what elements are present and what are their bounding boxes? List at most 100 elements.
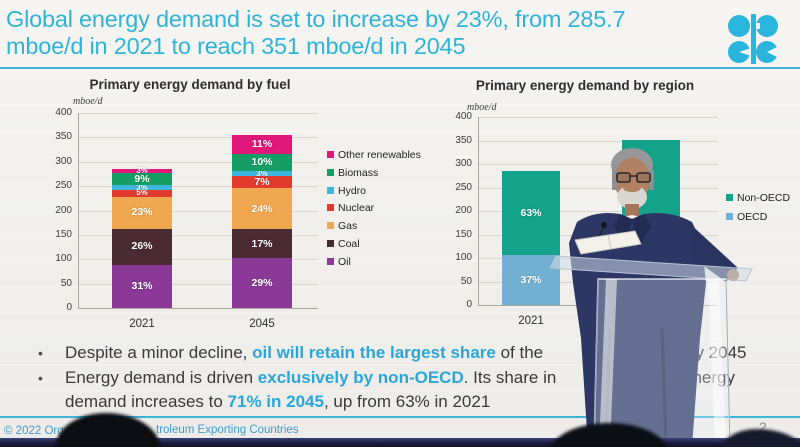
y-tick-label: 100 (455, 252, 472, 263)
legend-item: Biomass (327, 166, 427, 179)
legend-label: Biomass (338, 166, 379, 179)
x-category-label: 2021 (129, 318, 155, 330)
bar-segment (232, 188, 292, 230)
legend-swatch (726, 194, 733, 201)
bullet-2-highlight: exclusively by non-OECD (257, 368, 464, 387)
bar-segment (232, 229, 292, 259)
bar-segment-label: 63% (520, 206, 542, 219)
bar-segment (112, 228, 172, 265)
x-category-label: 2021 (518, 315, 544, 327)
bar-segment (112, 185, 172, 190)
bullet-2: Energy demand is driven exclusively by n… (65, 368, 556, 388)
chart-primary-energy-by-region: Primary energy demand by region mboe/d 0… (430, 78, 800, 330)
y-axis-line (478, 117, 479, 305)
bar-segment (232, 171, 292, 177)
opec-logo-icon (728, 14, 779, 64)
bar-segment (232, 135, 292, 154)
y-tick-label: 200 (55, 204, 72, 216)
y-axis-unit: mboe/d (467, 102, 497, 113)
y-axis-unit: mboe/d (73, 96, 103, 107)
audience-head-silhouette (56, 413, 160, 447)
bar-segment-label: 11% (251, 138, 273, 151)
x-axis-line (78, 308, 318, 309)
bar-segment-label: 7% (254, 175, 270, 188)
stage-edge (0, 438, 800, 447)
gridline (78, 186, 318, 188)
footer-divider (0, 416, 800, 418)
legend-swatch (327, 168, 334, 176)
gridline (78, 210, 318, 212)
bullet-marker: • (38, 345, 43, 361)
bar-segment (112, 168, 172, 173)
bullet-1-highlight: oil will retain the largest share (252, 343, 496, 362)
legend-swatch (327, 257, 334, 265)
chart-title: Primary energy demand by fuel (89, 77, 291, 92)
y-tick-label: 50 (60, 277, 72, 289)
legend-swatch (327, 204, 334, 212)
gridline (78, 137, 318, 139)
legend-swatch (327, 222, 334, 230)
bar-segment (622, 257, 680, 305)
chart-primary-energy-by-fuel: Primary energy demand by fuel mboe/d 0 50… (40, 75, 430, 333)
footer-copyright-suffix: troleum Exporting Countries (156, 424, 299, 436)
y-axis-line (78, 113, 79, 308)
gridline (478, 211, 718, 212)
legend-item: Nuclear (327, 202, 427, 214)
legend-item: Coal (327, 238, 427, 250)
legend-item: Hydro (327, 185, 427, 197)
y-tick-label: 300 (55, 155, 72, 167)
y-tick-label: 350 (455, 134, 472, 146)
page-title-line1: Global energy demand is set to increase … (6, 6, 626, 32)
y-tick-label: 350 (55, 131, 72, 143)
bullet-3-text: demand increases to (65, 392, 228, 411)
legend-label: Oil (338, 255, 351, 268)
legend-swatch (327, 186, 334, 194)
bar-segment-label: 3% (256, 168, 268, 178)
y-tick-label: 100 (55, 253, 72, 265)
gridline (478, 187, 718, 189)
bar-segment (112, 264, 172, 308)
bar-segment-label: 3% (136, 182, 148, 192)
bullet-1: Despite a minor decline, oil will retain… (65, 343, 543, 363)
bullet-marker: • (38, 370, 43, 386)
bar-segment-label: 5% (136, 188, 148, 198)
legend-label: Gas (338, 220, 358, 233)
y-tick-label: 250 (55, 180, 72, 192)
bar-segment-label: 29% (251, 276, 273, 289)
legend-label: Other renewables (338, 149, 421, 161)
legend-item: Other renewables (327, 149, 427, 161)
bullet-3-highlight: 71% in 2045 (227, 392, 324, 411)
bar-segment-label: 17% (251, 237, 273, 250)
legend-item: Gas (327, 220, 427, 233)
chart-title: Primary energy demand by region (475, 78, 695, 93)
legend-swatch (327, 240, 334, 247)
bar-segment-label: 37% (520, 273, 542, 286)
bar-segment (232, 153, 292, 172)
y-tick-label: 150 (455, 228, 472, 240)
header-divider (0, 67, 800, 69)
bar-segment-label: 26% (131, 240, 153, 253)
gridline (478, 164, 718, 165)
y-tick-label: 200 (455, 205, 472, 216)
bullet-2-tail: energy (683, 368, 735, 387)
legend-label: OECD (737, 211, 768, 223)
legend-label: Non-OECD (737, 192, 791, 204)
bullet-2-line-2: demand increases to 71% in 2045, up from… (65, 392, 490, 412)
gridline (78, 283, 318, 285)
bullet-1-text-2: of the (495, 343, 544, 362)
legend-swatch (327, 151, 334, 158)
y-tick-label: 250 (455, 181, 472, 193)
bar-segment-label: 3% (136, 165, 148, 175)
page-title-line2: mboe/d in 2021 to reach 351 mboe/d in 20… (6, 33, 466, 59)
bar-segment-label: 31% (131, 280, 153, 293)
y-tick-label: 400 (455, 111, 472, 122)
gridline (78, 113, 318, 114)
legend-item: OECD (726, 211, 800, 223)
bar-segment (232, 176, 292, 189)
bullet-3-text-2: , up from 63% in 2021 (323, 392, 491, 411)
bar-segment (112, 189, 172, 197)
legend-item: Oil (327, 255, 427, 268)
bar-segment (502, 170, 560, 256)
gridline (78, 259, 318, 261)
